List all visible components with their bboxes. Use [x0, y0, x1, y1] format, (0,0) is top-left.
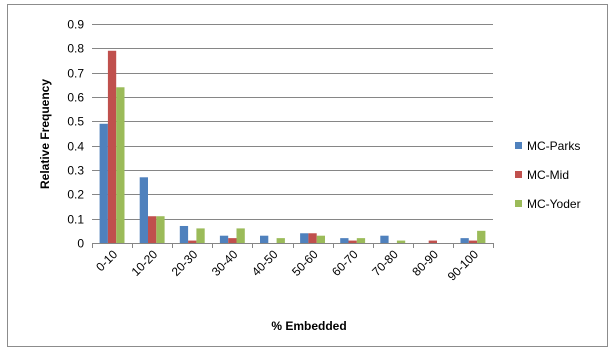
- gridlines: [92, 24, 493, 220]
- y-tick-label: 0.4: [67, 140, 84, 154]
- bar-mc-mid-50-60: [308, 233, 317, 243]
- x-tick-label: 90-100: [445, 247, 482, 284]
- bar-mc-mid-10-20: [148, 216, 157, 243]
- legend-swatch-mc-yoder: [515, 200, 522, 207]
- bar-mc-mid-90-100: [468, 240, 478, 243]
- bar-mc-yoder-10-20: [156, 216, 165, 243]
- x-tick-labels: 0-10 10-20 20-30 30-40 40-50 50-60 60-70 70-80 8…: [93, 247, 481, 284]
- bar-mc-yoder-50-60: [316, 235, 325, 243]
- bar-mc-parks-60-70: [340, 238, 349, 243]
- legend-swatch-mc-mid: [515, 171, 522, 178]
- bars: [99, 50, 486, 244]
- x-tick-marks: [92, 243, 494, 248]
- y-axis-title: Relative Frequency: [38, 79, 52, 189]
- bar-mc-parks-10-20: [139, 177, 148, 243]
- bar-mc-parks-70-80: [380, 235, 389, 243]
- x-tick-label: 20-30: [169, 247, 201, 279]
- bar-mc-yoder-30-40: [236, 228, 245, 243]
- legend-label: MC-Yoder: [527, 197, 581, 211]
- y-tick-label: 0.7: [67, 67, 84, 81]
- y-tick-label: 0.8: [67, 42, 84, 56]
- bar-mc-mid-0-10: [107, 50, 117, 243]
- x-tick-label: 0-10: [93, 247, 120, 274]
- bar-mc-parks-40-50: [260, 235, 269, 243]
- y-tick-label: 0.6: [67, 91, 84, 105]
- bar-mc-mid-30-40: [228, 238, 237, 243]
- x-tick-label: 60-70: [329, 247, 361, 279]
- bar-mc-yoder-60-70: [356, 238, 366, 243]
- bar-mc-yoder-70-80: [396, 240, 406, 243]
- legend: MC-Parks MC-Mid MC-Yoder: [515, 139, 581, 211]
- y-tick-label: 0.1: [67, 213, 84, 227]
- x-tick-label: 50-60: [289, 247, 321, 279]
- y-tick-label: 0.9: [67, 18, 84, 32]
- bar-mc-yoder-20-30: [196, 228, 205, 243]
- bar-mc-mid-60-70: [348, 240, 357, 243]
- bar-mc-parks-30-40: [219, 235, 229, 243]
- x-tick-label: 80-90: [409, 247, 441, 279]
- x-axis-title: % Embedded: [271, 319, 346, 333]
- bar-mc-yoder-0-10: [116, 87, 125, 244]
- legend-swatch-mc-parks: [515, 142, 522, 149]
- bar-mc-parks-90-100: [460, 238, 469, 243]
- x-tick-label: 70-80: [369, 247, 401, 279]
- legend-label: MC-Mid: [527, 168, 569, 182]
- y-tick-label: 0.5: [67, 115, 84, 129]
- x-tick-label: 10-20: [129, 247, 161, 279]
- y-tick-labels: 0 0.1 0.2 0.3 0.4 0.5 0.6 0.7 0.8 0.9: [67, 18, 84, 251]
- bar-mc-parks-20-30: [179, 225, 189, 243]
- bar-mc-yoder-40-50: [276, 238, 285, 243]
- bar-mc-parks-0-10: [99, 123, 108, 243]
- bar-mc-yoder-90-100: [477, 230, 486, 243]
- y-tick-label: 0: [77, 237, 84, 251]
- legend-label: MC-Parks: [527, 139, 580, 153]
- y-tick-label: 0.2: [67, 188, 84, 202]
- x-tick-label: 30-40: [209, 247, 241, 279]
- bar-mc-mid-80-90: [428, 240, 437, 243]
- bar-mc-mid-20-30: [188, 240, 197, 243]
- bar-mc-parks-50-60: [300, 233, 309, 243]
- x-tick-label: 40-50: [249, 247, 281, 279]
- y-tick-label: 0.3: [67, 164, 84, 178]
